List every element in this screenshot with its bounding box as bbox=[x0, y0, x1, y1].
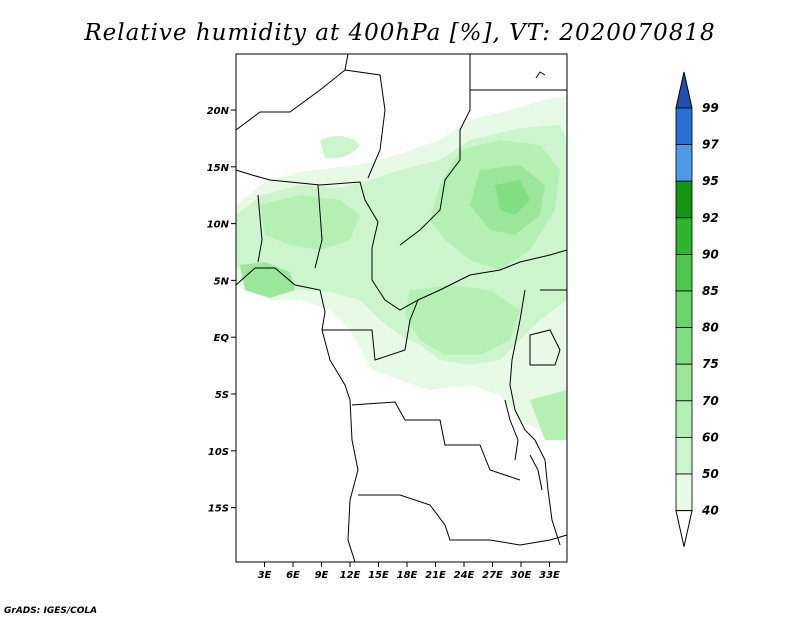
lat-tick-label: 15S bbox=[208, 504, 229, 515]
lon-tick-label: 3E bbox=[258, 570, 272, 581]
colorbar-segment bbox=[675, 144, 693, 182]
lon-tick-label: 18E bbox=[397, 570, 418, 581]
lat-tick-label: 20N bbox=[207, 106, 230, 117]
drc-angola-border bbox=[351, 401, 521, 481]
lon-tick-label: 24E bbox=[454, 570, 475, 581]
lat-tick-label: 10S bbox=[208, 447, 229, 458]
colorbar-label: 60 bbox=[702, 430, 719, 444]
lon-tick-label: 21E bbox=[425, 570, 446, 581]
humidity-70-west-region bbox=[260, 195, 360, 250]
map-panel: 20N 15N 10N 5N EQ 5S 10S 15S 3E 6E 9E 12E 15E 18E 21E… bbox=[207, 53, 568, 581]
colorbar-top-arrow bbox=[675, 71, 693, 109]
borders bbox=[235, 53, 568, 563]
humidity-80-core bbox=[495, 180, 530, 215]
great-lakes-border bbox=[509, 289, 561, 546]
lon-tick-label: 15E bbox=[368, 570, 389, 581]
humidity-60-patch-north bbox=[320, 136, 360, 159]
colorbar-label: 75 bbox=[702, 357, 719, 371]
west-coastline bbox=[235, 267, 359, 563]
sinai-coast bbox=[535, 71, 546, 79]
lat-tick-label: 5S bbox=[215, 390, 229, 401]
lake-malawi bbox=[529, 454, 543, 491]
longitude-axis: 3E 6E 9E 12E 15E 18E 21E 24E 27E 30E 33E bbox=[258, 562, 560, 581]
angola-namibia-border bbox=[358, 494, 568, 546]
colorbar-segment bbox=[675, 363, 693, 402]
nigeria-border bbox=[314, 184, 323, 269]
colorbar-segment bbox=[675, 107, 693, 145]
colorbar-segment bbox=[675, 473, 693, 511]
humidity-75-gulf-of-guinea bbox=[240, 262, 295, 298]
colorbar-segment bbox=[675, 180, 693, 219]
lat-tick-label: 15N bbox=[207, 163, 230, 174]
colorbar-label: 95 bbox=[702, 174, 719, 188]
colorbar-label: 50 bbox=[702, 467, 719, 481]
colorbar-label: 70 bbox=[702, 394, 719, 408]
colorbar-segment bbox=[675, 400, 693, 438]
lat-tick-label: EQ bbox=[214, 333, 230, 344]
niger-chad-border bbox=[344, 69, 386, 179]
lon-tick-label: 6E bbox=[286, 570, 300, 581]
colorbar-label: 92 bbox=[702, 211, 719, 225]
colorbar-segment bbox=[675, 327, 693, 365]
sahel-border-line bbox=[235, 169, 568, 311]
colorbar-label: 99 bbox=[702, 101, 719, 115]
colorbar-label: 40 bbox=[701, 504, 719, 518]
humidity-70-congo-region bbox=[405, 285, 520, 355]
humidity-70-patch-southeast bbox=[530, 390, 567, 440]
grads-credit: GrADS: IGES/COLA bbox=[4, 606, 97, 616]
ghana-border bbox=[257, 194, 263, 263]
lon-tick-label: 30E bbox=[511, 570, 532, 581]
colorbar-segment bbox=[675, 436, 693, 475]
lake-tanganyika bbox=[504, 399, 519, 461]
colorbar-segment bbox=[675, 290, 693, 328]
humidity-shading bbox=[236, 96, 567, 440]
colorbar-segment bbox=[675, 253, 693, 292]
gabon-congo-border bbox=[322, 299, 419, 361]
northwest-border bbox=[235, 53, 349, 131]
colorbar-label: 85 bbox=[702, 284, 719, 298]
colorbar-label: 97 bbox=[702, 138, 719, 152]
chart-title: Relative humidity at 400hPa [%], VT: 202… bbox=[83, 20, 715, 46]
lake-victoria bbox=[529, 329, 561, 366]
lon-tick-label: 33E bbox=[539, 570, 560, 581]
lat-tick-label: 10N bbox=[207, 220, 230, 231]
colorbar-label: 80 bbox=[702, 321, 719, 335]
latitude-axis: 20N 15N 10N 5N EQ 5S 10S 15S bbox=[207, 106, 236, 515]
lon-tick-label: 12E bbox=[340, 570, 361, 581]
colorbar-bottom-arrow bbox=[675, 510, 693, 547]
lon-tick-label: 27E bbox=[482, 570, 503, 581]
colorbar-segment bbox=[675, 217, 693, 255]
lon-tick-label: 9E bbox=[315, 570, 329, 581]
colorbar-label: 90 bbox=[702, 247, 719, 261]
map-frame bbox=[235, 53, 568, 563]
lat-tick-label: 5N bbox=[214, 276, 230, 287]
colorbar: 99 97 95 92 90 85 80 75 70 60 50 40 bbox=[675, 71, 719, 547]
chad-sudan-border bbox=[399, 54, 471, 246]
